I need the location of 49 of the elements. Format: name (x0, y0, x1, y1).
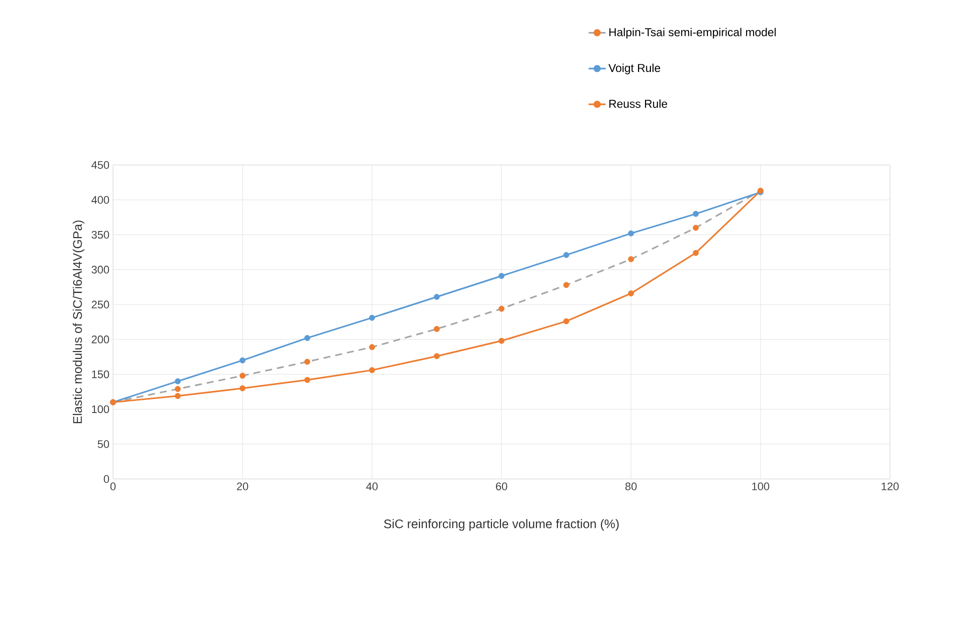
x-axis-title: SiC reinforcing particle volume fraction (%) (384, 519, 619, 531)
y-tick-label: 150 (92, 370, 110, 378)
x-tick-label: 80 (625, 482, 637, 490)
point (304, 335, 310, 342)
y-tick-label: 200 (92, 336, 110, 344)
point (434, 326, 440, 332)
point (240, 372, 246, 379)
point (563, 282, 570, 288)
point (498, 272, 504, 279)
point (174, 386, 181, 392)
legend-label: Halpin-Tsai semi-empirical model (609, 28, 776, 39)
point (304, 376, 310, 383)
point (304, 358, 310, 365)
y-tick-label: 50 (98, 440, 110, 448)
point (174, 392, 181, 399)
x-tick-label: 40 (366, 482, 378, 490)
y-axis-title: Elastic modulus of SiC/Ti6Al4V(GPa) (72, 220, 84, 424)
x-tick-label: 60 (496, 482, 508, 490)
y-tick-label: 0 (104, 475, 110, 483)
y-tick-label: 450 (91, 161, 110, 169)
point (628, 256, 634, 262)
point (369, 344, 375, 350)
point (369, 367, 375, 374)
point (369, 314, 375, 321)
y-tick-label: 100 (92, 405, 110, 414)
point (498, 338, 504, 344)
point (628, 290, 634, 296)
point (692, 224, 699, 231)
y-tick-label: 350 (92, 230, 110, 239)
x-tick-label: 0 (110, 482, 116, 490)
x-tick-label: 100 (752, 482, 770, 490)
point (434, 353, 440, 360)
point (498, 306, 504, 312)
point (692, 250, 699, 256)
point (563, 318, 570, 324)
y-tick-label: 250 (92, 300, 110, 308)
point (692, 210, 699, 217)
x-tick-label: 20 (236, 482, 248, 490)
legend-label: Voigt Rule (608, 64, 660, 74)
point (434, 294, 440, 300)
y-tick-label: 300 (92, 266, 110, 274)
legend-label: Reuss Rule (609, 99, 668, 108)
x-tick-label: 120 (882, 482, 899, 490)
point (563, 252, 570, 258)
point (240, 385, 246, 392)
point (174, 378, 181, 384)
point (240, 357, 246, 364)
y-tick-label: 400 (91, 196, 110, 204)
point (628, 230, 634, 236)
